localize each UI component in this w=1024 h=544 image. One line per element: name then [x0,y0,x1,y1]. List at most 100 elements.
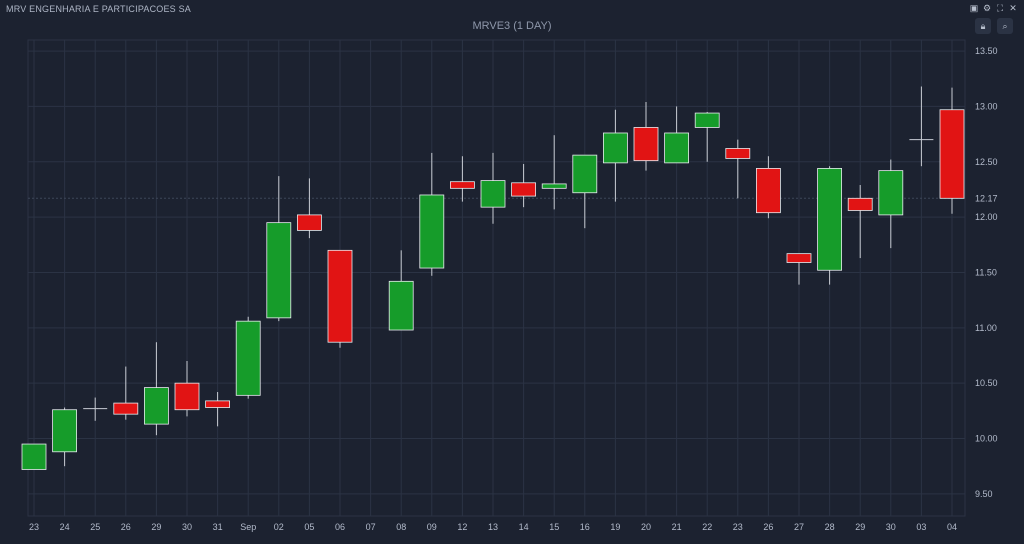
candle-body-up [541,183,567,189]
fit-icon[interactable]: ▣ [969,3,979,13]
y-axis: 13.50 13.00 12.50 12.00 11.50 11.00 10.50 10.00… [975,46,998,499]
y-tick-label: 12.00 [975,212,998,222]
x-tick-label: 23 [29,522,39,532]
y-tick-label: 10.50 [975,378,998,388]
x-tick-label: 22 [702,522,712,532]
candle [52,407,77,467]
x-tick-label: 30 [886,522,896,532]
x-tick-label: 02 [274,522,284,532]
y-tick-label: 13.50 [975,46,998,56]
x-tick-label: 30 [182,522,192,532]
x-tick-label: 26 [121,522,131,532]
y-tick-label: 9.50 [975,489,993,499]
x-tick-label: 13 [488,522,498,532]
x-tick-label: 07 [366,522,376,532]
candle-body-down [756,168,781,214]
y-tick-label: 10.00 [975,434,998,444]
x-tick-label: 19 [610,522,620,532]
candle-body-down [725,148,751,159]
candle [909,86,934,167]
candle-body-down [939,109,965,199]
candle-body-down [449,181,475,189]
candle [786,253,812,285]
x-tick-label: 03 [916,522,926,532]
candle [664,106,689,164]
candle [572,154,598,229]
candle-body-down [296,214,322,231]
candle [449,156,475,202]
x-tick-label: 29 [151,522,161,532]
candle [756,156,781,219]
candle-body-up [52,409,77,453]
candle-body-down [174,382,200,411]
candle-body-up [235,320,261,396]
x-tick-label: 04 [947,522,957,532]
plot-border [27,39,966,517]
x-tick-label: 24 [60,522,70,532]
candle [296,178,322,239]
close-icon[interactable]: ✕ [1009,3,1017,13]
x-tick-label: 20 [641,522,651,532]
chart-grid [27,39,966,517]
candle-body-up [878,170,904,216]
candle [878,159,904,249]
candle [480,152,506,224]
candle-body-down [847,197,873,211]
x-tick-label: 28 [825,522,835,532]
x-tick-label: 23 [733,522,743,532]
company-name: MRV ENGENHARIA E PARTICIPACOES SA [6,4,191,14]
y-tick-label: 11.50 [975,267,997,277]
candle-body-down [205,400,231,408]
candle [266,176,292,322]
candle-body-up [388,280,414,331]
candle [633,101,659,171]
x-tick-label: 05 [304,522,314,532]
x-tick-label: 08 [396,522,406,532]
candle-body-down [633,127,659,162]
candle [327,249,353,348]
candle-body-down [327,249,353,343]
candle [143,342,169,436]
candle-body-up [21,443,47,470]
candle-body-up [694,112,720,128]
x-tick-label: 21 [672,522,682,532]
x-tick-label: 09 [427,522,437,532]
settings-icon[interactable]: ⚙ [982,3,992,13]
candle [83,397,108,421]
y-tick-label: 13.00 [975,101,998,111]
x-tick-label: 27 [794,522,804,532]
candle [205,392,231,427]
search-icon[interactable]: ⌕ [997,18,1013,34]
candle-body-down [511,182,537,197]
candle [694,111,720,162]
x-tick-label: 15 [549,522,559,532]
candle-body-up [817,168,842,271]
candle-body-up [572,154,598,194]
fullscreen-icon[interactable]: ⛶ [996,3,1004,13]
candle-body-up [664,132,689,164]
x-tick-label: 12 [457,522,467,532]
x-tick-label: 29 [855,522,865,532]
window-controls: ▣ ⚙ ⛶ ✕ [969,3,1018,13]
candle-body-up [480,180,506,208]
candle [21,443,47,470]
candle [419,152,445,276]
candle [511,163,537,208]
y-tick-label: 12.50 [975,157,998,167]
x-tick-label: 14 [519,522,529,532]
chart-title: MRVE3 (1 DAY) [472,20,552,32]
x-tick-label: Sep [240,522,256,532]
candle-body-down [113,402,139,415]
last-price-label: 12.17 [975,193,998,203]
x-tick-label: 31 [213,522,223,532]
x-tick-label: 06 [335,522,345,532]
candle-body-up [143,387,169,425]
x-axis: 23 24 25 26 29 30 31 Sep 02 05 06 07 08 09 12 13 14 15 16 1… [29,522,957,532]
lock-icon[interactable]: 🔒︎ [975,18,991,34]
x-tick-label: 25 [90,522,100,532]
candle [388,250,414,331]
candle-series [21,86,965,470]
candle [113,366,139,420]
candle [603,109,628,202]
